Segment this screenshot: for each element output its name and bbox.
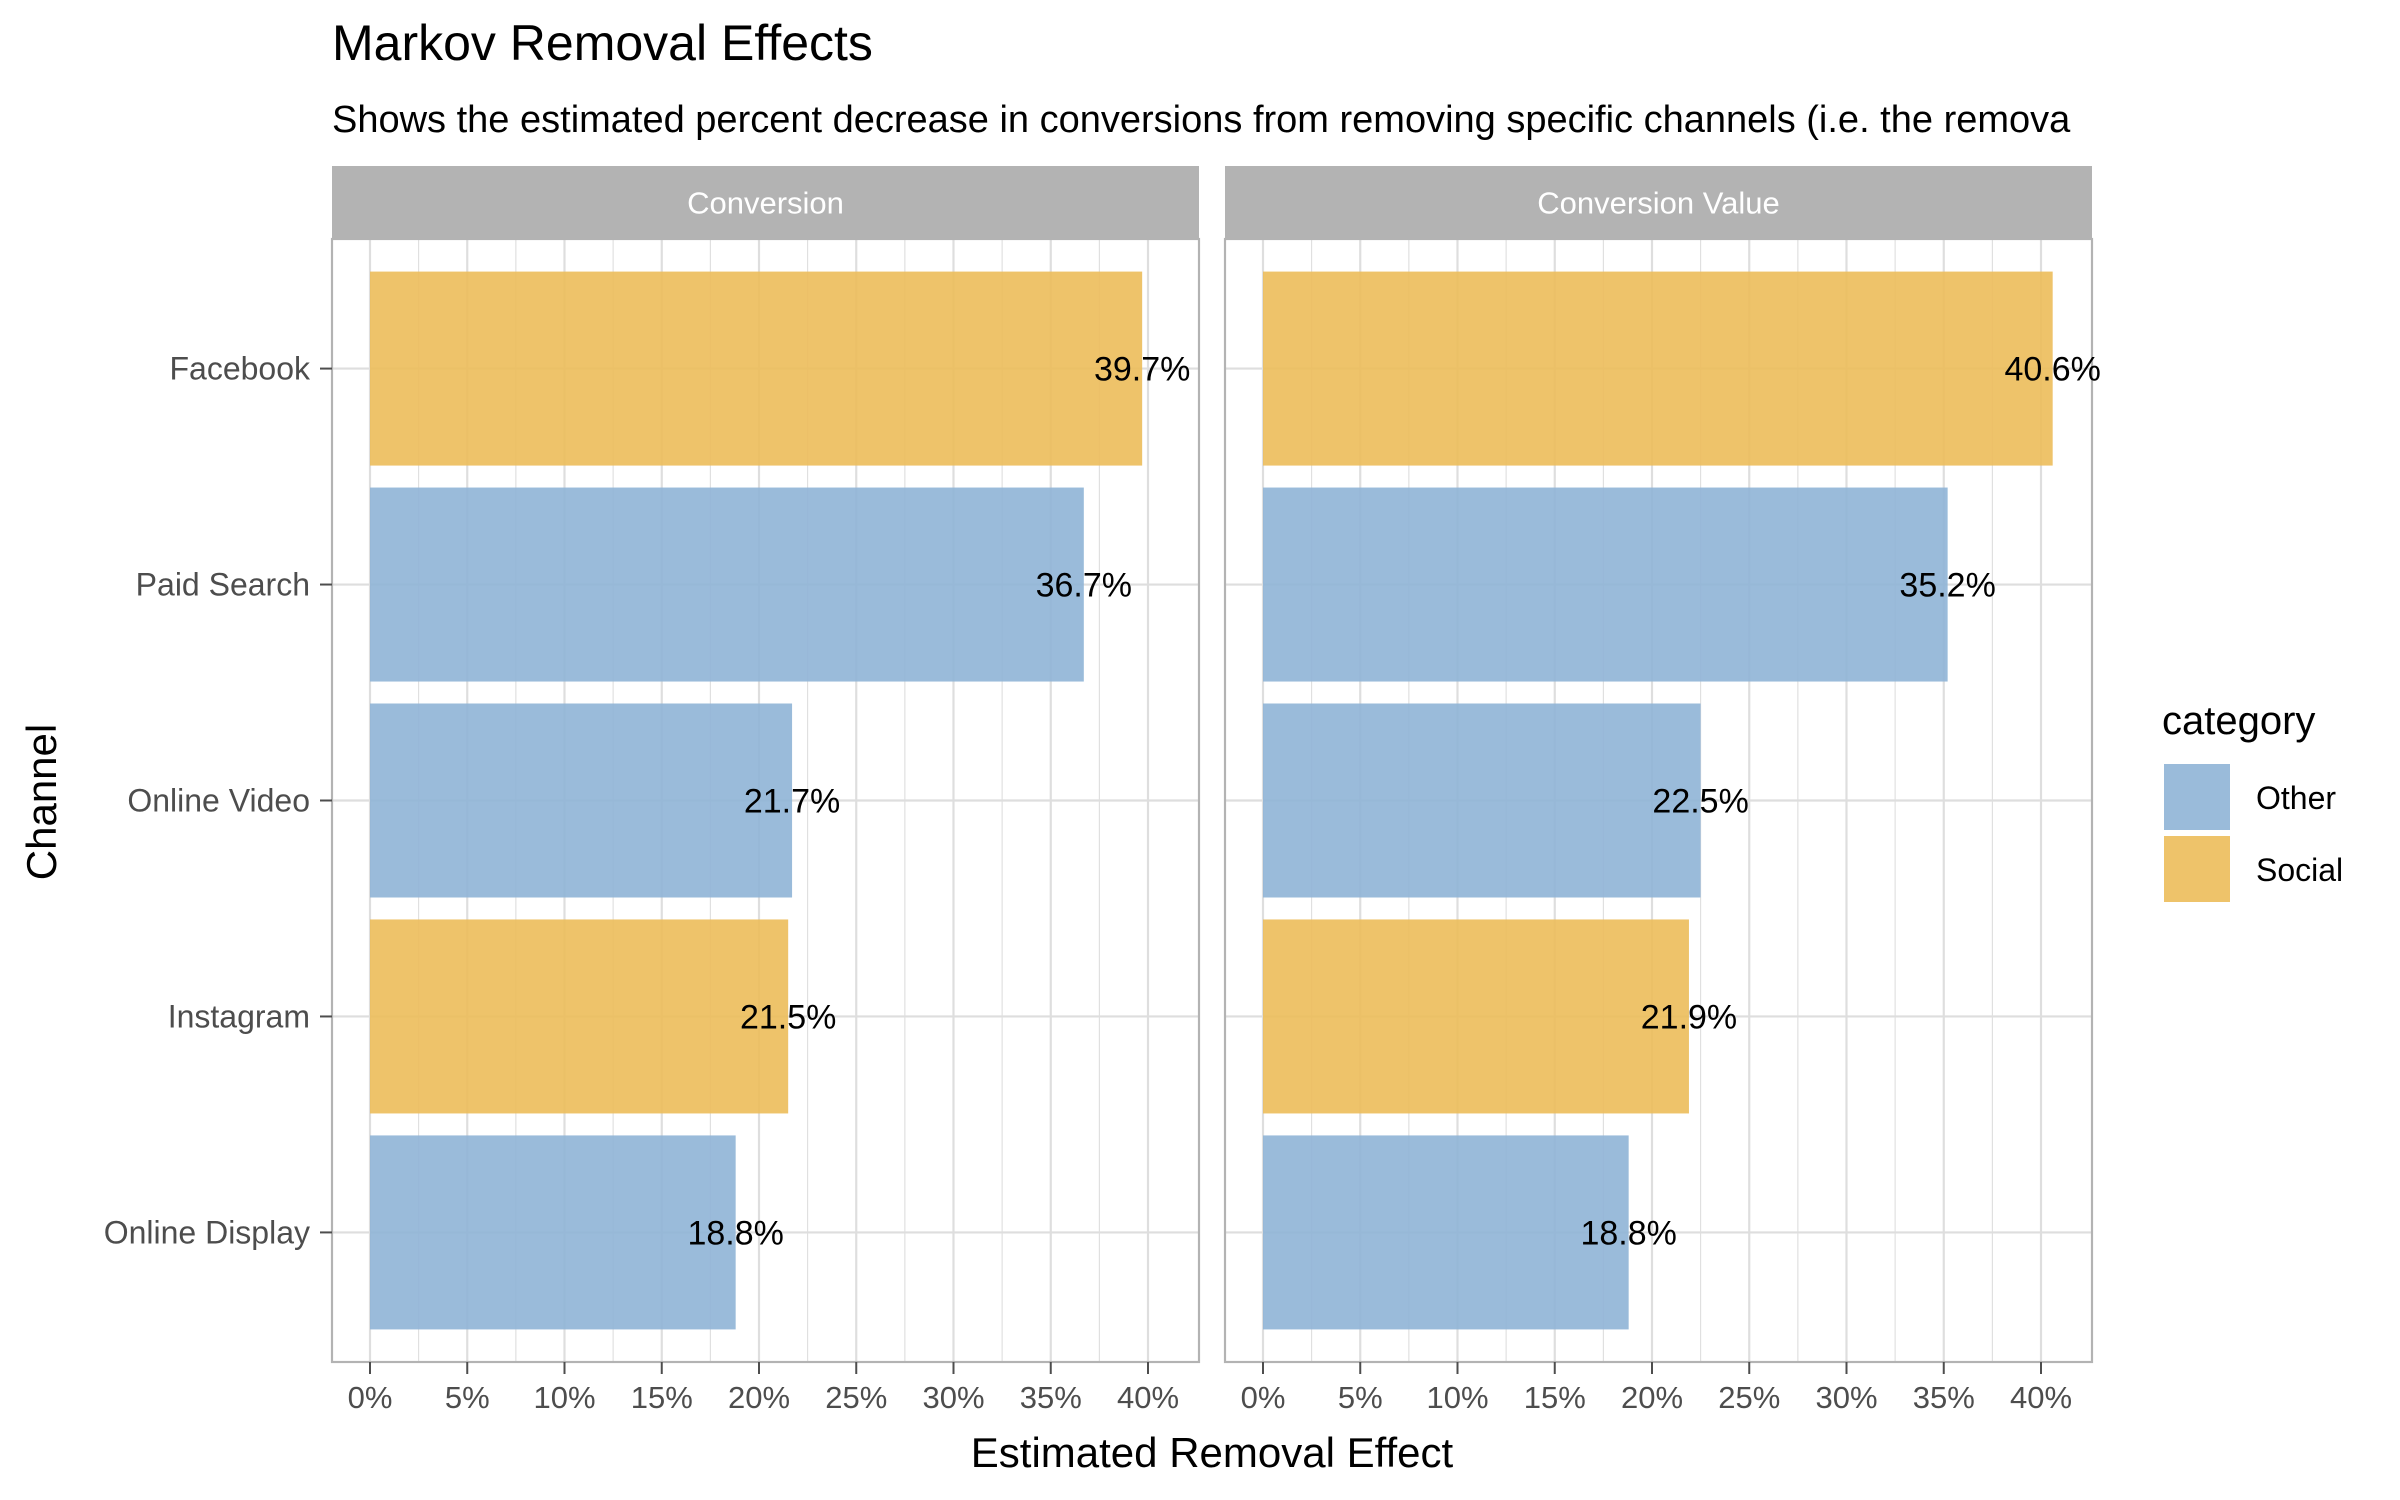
data-label-conversion-facebook: 39.7% bbox=[1094, 351, 1190, 389]
x-tick-label: 25% bbox=[825, 1380, 887, 1415]
y-axis: Facebook Paid Search Online Video Instagram… bbox=[104, 351, 332, 1250]
bar-conversion-online-video bbox=[370, 703, 793, 898]
legend-item-other: Other bbox=[2164, 764, 2336, 830]
panel-conversion-value: Conversion Value 40.6% 35.2% 22.5% 21.9% 18.8… bbox=[1223, 166, 2101, 1415]
panel-border-conversion-value bbox=[1223, 237, 2094, 1364]
data-labels-conversion-value: 40.6% 35.2% 22.5% 21.9% 18.8% bbox=[1580, 351, 2100, 1253]
y-tick-label-paid-search: Paid Search bbox=[136, 567, 310, 603]
bar-conversion-instagram bbox=[370, 919, 789, 1114]
data-label-conversion-value-online-video: 22.5% bbox=[1652, 783, 1748, 821]
x-tick-label: 20% bbox=[728, 1380, 790, 1415]
data-label-conversion-paid-search: 36.7% bbox=[1036, 567, 1132, 605]
bar-conversion-facebook bbox=[370, 271, 1143, 466]
legend-label-social: Social bbox=[2256, 852, 2343, 888]
chart-title: Markov Removal Effects bbox=[332, 15, 873, 71]
data-label-conversion-online-display: 18.8% bbox=[687, 1214, 783, 1252]
data-label-conversion-value-instagram: 21.9% bbox=[1641, 998, 1737, 1036]
x-tick-label: 30% bbox=[1815, 1380, 1877, 1415]
x-tick-label: 10% bbox=[1426, 1380, 1488, 1415]
bar-conversion-value-instagram bbox=[1263, 919, 1689, 1114]
facet-strip-conversion bbox=[332, 166, 1199, 239]
x-tick-label: 15% bbox=[631, 1380, 693, 1415]
legend-swatch-social bbox=[2164, 836, 2230, 902]
bars-conversion-value bbox=[1263, 271, 2053, 1330]
bar-conversion-paid-search bbox=[370, 487, 1084, 682]
x-tick-label: 35% bbox=[1020, 1380, 1082, 1415]
x-tick-label: 0% bbox=[1241, 1380, 1286, 1415]
x-tick-label: 35% bbox=[1913, 1380, 1975, 1415]
facet-label-conversion: Conversion bbox=[687, 186, 844, 221]
facet-label-conversion-value: Conversion Value bbox=[1537, 186, 1779, 221]
x-tick-label: 40% bbox=[2010, 1380, 2072, 1415]
bar-conversion-value-online-display bbox=[1263, 1135, 1629, 1330]
y-tick-label-online-video: Online Video bbox=[127, 783, 310, 819]
data-labels-conversion: 39.7% 36.7% 21.7% 21.5% 18.8% bbox=[687, 351, 1190, 1253]
legend: category Other Social bbox=[2162, 699, 2343, 902]
x-tick-label: 10% bbox=[533, 1380, 595, 1415]
bars-conversion bbox=[370, 271, 1143, 1330]
x-tick-label: 15% bbox=[1524, 1380, 1586, 1415]
facet-panels: Conversion 39.7% 36.7% 21.7% 21.5% 18.8% 0% 5% 1… bbox=[104, 166, 2101, 1415]
x-tick-label: 5% bbox=[1338, 1380, 1383, 1415]
x-tick-label: 5% bbox=[445, 1380, 490, 1415]
x-tick-label: 25% bbox=[1718, 1380, 1780, 1415]
legend-title: category bbox=[2162, 699, 2315, 743]
x-tick-label: 0% bbox=[348, 1380, 393, 1415]
chart-subtitle: Shows the estimated percent decrease in … bbox=[332, 99, 2071, 141]
legend-label-other: Other bbox=[2256, 780, 2336, 816]
y-axis-title: Channel bbox=[18, 724, 65, 880]
x-axis-title: Estimated Removal Effect bbox=[971, 1429, 1454, 1476]
x-tick-label: 20% bbox=[1621, 1380, 1683, 1415]
data-label-conversion-online-video: 21.7% bbox=[744, 783, 840, 821]
x-axis-conversion-value: 0% 5% 10% 15% 20% 25% 30% 35% 40% bbox=[1241, 1362, 2072, 1415]
facet-strip-conversion-value bbox=[1225, 166, 2092, 239]
x-tick-label: 40% bbox=[1117, 1380, 1179, 1415]
y-tick-label-instagram: Instagram bbox=[168, 998, 310, 1034]
bar-conversion-value-paid-search bbox=[1263, 487, 1948, 682]
bar-conversion-online-display bbox=[370, 1135, 736, 1330]
y-tick-label-facebook: Facebook bbox=[169, 351, 311, 387]
panel-conversion: Conversion 39.7% 36.7% 21.7% 21.5% 18.8% 0% 5% 1… bbox=[330, 166, 1201, 1415]
data-label-conversion-value-paid-search: 35.2% bbox=[1899, 567, 1995, 605]
legend-item-social: Social bbox=[2164, 836, 2343, 902]
bar-conversion-value-facebook bbox=[1263, 271, 2053, 466]
y-tick-label-online-display: Online Display bbox=[104, 1214, 310, 1250]
x-tick-label: 30% bbox=[922, 1380, 984, 1415]
data-label-conversion-instagram: 21.5% bbox=[740, 998, 836, 1036]
legend-items: Other Social bbox=[2164, 764, 2343, 902]
x-axis-conversion: 0% 5% 10% 15% 20% 25% 30% 35% 40% bbox=[348, 1362, 1179, 1415]
legend-swatch-other bbox=[2164, 764, 2230, 830]
data-label-conversion-value-online-display: 18.8% bbox=[1580, 1214, 1676, 1252]
bar-conversion-value-online-video bbox=[1263, 703, 1701, 898]
data-label-conversion-value-facebook: 40.6% bbox=[2004, 351, 2100, 389]
